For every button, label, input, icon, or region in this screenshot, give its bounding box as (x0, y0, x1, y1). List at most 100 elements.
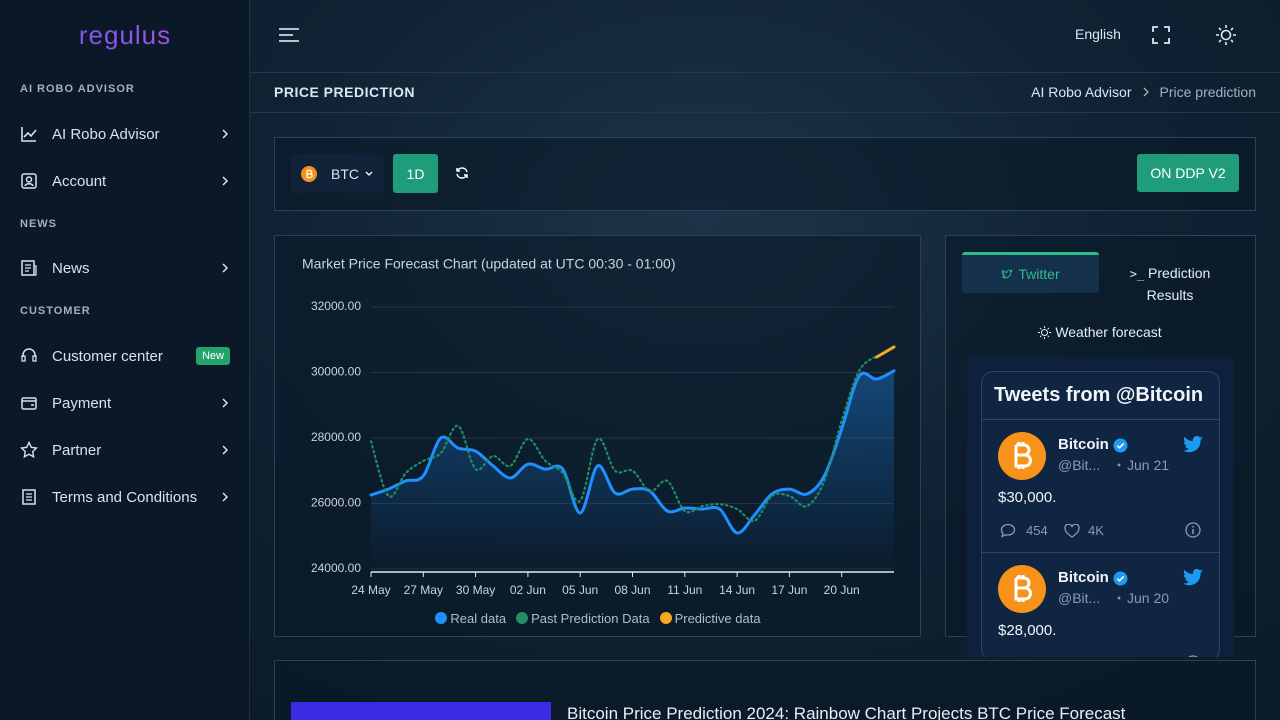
tab-label: Weather forecast (1055, 324, 1162, 340)
y-tick-label: 26000.00 (311, 496, 361, 510)
coin-icon (301, 165, 317, 182)
nav-item[interactable]: Payment (20, 388, 230, 418)
timeline-header: Tweets from @Bitcoin (982, 372, 1219, 420)
nav-item[interactable]: Terms and Conditions (20, 482, 230, 512)
logo[interactable]: regulus (0, 20, 250, 51)
legend-label: Real data (450, 611, 507, 626)
tweet-handle: @Bit... (1058, 457, 1101, 473)
nav-label: Partner (52, 441, 102, 459)
nav-item[interactable]: News (20, 253, 230, 283)
nav-item[interactable]: Partner (20, 435, 230, 465)
news-title[interactable]: Bitcoin Price Prediction 2024: Rainbow C… (567, 704, 1126, 720)
tab-prediction-results[interactable]: >_ Prediction Results (1129, 265, 1211, 303)
reply-icon[interactable] (1000, 523, 1016, 538)
interval-button[interactable]: 1D (393, 154, 438, 193)
divider (250, 112, 1280, 113)
nav-label: Account (52, 172, 107, 190)
series-line (369, 355, 878, 523)
nav-item[interactable]: AI Robo Advisor (20, 119, 230, 149)
info-icon[interactable] (1185, 522, 1201, 538)
verified-badge (1113, 438, 1128, 453)
chevron (222, 445, 229, 455)
info-icon[interactable] (1185, 655, 1201, 657)
breadcrumb-separator (1143, 87, 1149, 97)
legend-item[interactable]: Real data (435, 611, 506, 626)
tweet[interactable]: Bitcoin @Bit... Jun 20 $28,000. (982, 553, 1219, 657)
tweet-handle: @Bit... (1058, 590, 1101, 606)
chart-title: Market Price Forecast Chart (updated at … (302, 256, 676, 272)
tab-weather[interactable]: Weather forecast (1000, 324, 1200, 340)
legend-item[interactable]: Predictive data (659, 611, 761, 626)
legend-item[interactable]: Past Prediction Data (516, 611, 650, 626)
series-line (875, 345, 896, 359)
x-tick-label: 11 Jun (667, 583, 702, 597)
coin-select[interactable]: BTC (291, 154, 383, 193)
sidebar: regulus AI ROBO ADVISOR AI Robo Advisor … (0, 0, 250, 720)
legend-label: Past Prediction Data (531, 611, 650, 626)
tab-twitter[interactable]: Twitter (962, 252, 1099, 293)
fullscreen-button[interactable] (1152, 26, 1170, 44)
like-icon[interactable] (1064, 524, 1080, 538)
twitter-logo (1183, 569, 1203, 586)
nav-label: Terms and Conditions (52, 488, 198, 506)
page-title: PRICE PREDICTION (274, 84, 416, 100)
icon (21, 127, 37, 142)
x-tick-label: 08 Jun (614, 583, 650, 597)
weather-icon (1038, 325, 1052, 339)
x-tick-label: 27 May (404, 583, 443, 597)
nav-label: Payment (52, 394, 112, 412)
avatar (998, 565, 1046, 613)
twitter-logo (1183, 436, 1203, 453)
nav-item[interactable]: Account (20, 166, 230, 196)
chevron (222, 398, 229, 408)
chevron (222, 492, 229, 502)
tweet-timeline: Tweets from @Bitcoin Bitcoin @Bit... Jun 2… (981, 371, 1220, 657)
legend-swatch (435, 612, 448, 624)
x-tick-label: 02 Jun (510, 583, 546, 597)
tweet-text: $28,000. (998, 622, 1057, 639)
breadcrumb: AI Robo Advisor Price prediction (1031, 84, 1256, 100)
news-thumbnail[interactable] (291, 702, 551, 720)
menu-toggle[interactable] (278, 26, 300, 44)
tweet-list: Bitcoin @Bit... Jun 21 $30,000. 454 4K Bitcoin… (982, 420, 1219, 657)
x-tick-label: 05 Jun (562, 583, 598, 597)
tab-label: Prediction Results (1146, 265, 1211, 303)
legend-label: Predictive data (674, 611, 761, 626)
model-button[interactable]: ON DDP V2 (1137, 154, 1239, 192)
tweet-author[interactable]: Bitcoin (1058, 436, 1109, 453)
twitter-icon (1002, 268, 1013, 278)
refresh-button[interactable] (455, 166, 469, 180)
x-tick-label: 17 Jun (771, 583, 807, 597)
icon (21, 260, 37, 276)
reply-icon[interactable] (1000, 656, 1016, 657)
chart-card: Market Price Forecast Chart (updated at … (274, 235, 921, 637)
section-title: CUSTOMER (20, 305, 91, 317)
tweet-date[interactable]: Jun 21 (1117, 457, 1170, 473)
tab-label: Twitter (1018, 266, 1060, 282)
y-tick-label: 24000.00 (311, 561, 361, 575)
chevron (222, 176, 229, 186)
theme-toggle[interactable] (1215, 24, 1237, 46)
y-tick-label: 28000.00 (311, 430, 361, 444)
chart: Market Price Forecast Chart (updated at … (302, 256, 896, 597)
tweet-author[interactable]: Bitcoin (1058, 569, 1109, 586)
x-tick-label: 24 May (351, 583, 390, 597)
tweet-date[interactable]: Jun 20 (1117, 590, 1170, 606)
x-tick-label: 14 Jun (719, 583, 755, 597)
breadcrumb-current: Price prediction (1159, 84, 1257, 100)
icon (21, 173, 37, 189)
section-title: AI ROBO ADVISOR (20, 83, 135, 95)
reply-count: 454 (1026, 523, 1048, 538)
twitter-embed: Tweets from @Bitcoin Bitcoin @Bit... Jun 2… (967, 357, 1234, 657)
icon (22, 489, 36, 505)
icon (21, 397, 37, 410)
tweet-text: $30,000. (998, 489, 1057, 506)
nav-label: Customer center (52, 347, 163, 365)
tweet[interactable]: Bitcoin @Bit... Jun 21 $30,000. 454 4K (982, 420, 1219, 553)
nav-item[interactable]: Customer center New (20, 341, 230, 371)
avatar (998, 432, 1046, 480)
chevron (222, 129, 229, 139)
like-count: 4K (1088, 523, 1104, 538)
language-select[interactable]: English (1075, 26, 1121, 42)
breadcrumb-link[interactable]: AI Robo Advisor (1031, 84, 1132, 100)
